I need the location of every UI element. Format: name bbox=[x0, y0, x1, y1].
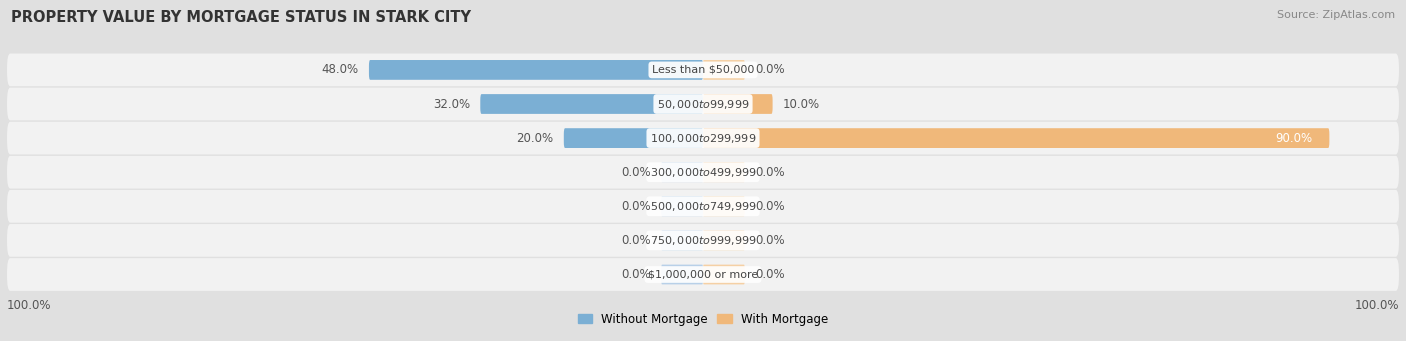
Text: 0.0%: 0.0% bbox=[755, 268, 785, 281]
Text: $1,000,000 or more: $1,000,000 or more bbox=[648, 269, 758, 280]
FancyBboxPatch shape bbox=[703, 60, 745, 80]
FancyBboxPatch shape bbox=[703, 231, 745, 250]
Text: Source: ZipAtlas.com: Source: ZipAtlas.com bbox=[1277, 10, 1395, 20]
Text: 100.0%: 100.0% bbox=[7, 299, 52, 312]
FancyBboxPatch shape bbox=[7, 258, 1399, 291]
Text: $50,000 to $99,999: $50,000 to $99,999 bbox=[657, 98, 749, 110]
Text: 100.0%: 100.0% bbox=[1354, 299, 1399, 312]
Text: 90.0%: 90.0% bbox=[1275, 132, 1312, 145]
FancyBboxPatch shape bbox=[703, 128, 1330, 148]
FancyBboxPatch shape bbox=[703, 196, 745, 216]
FancyBboxPatch shape bbox=[7, 190, 1399, 223]
Text: 32.0%: 32.0% bbox=[433, 98, 470, 110]
FancyBboxPatch shape bbox=[7, 122, 1399, 154]
Text: 0.0%: 0.0% bbox=[621, 166, 651, 179]
FancyBboxPatch shape bbox=[7, 88, 1399, 120]
Legend: Without Mortgage, With Mortgage: Without Mortgage, With Mortgage bbox=[574, 308, 832, 330]
Text: $750,000 to $999,999: $750,000 to $999,999 bbox=[650, 234, 756, 247]
Text: PROPERTY VALUE BY MORTGAGE STATUS IN STARK CITY: PROPERTY VALUE BY MORTGAGE STATUS IN STA… bbox=[11, 10, 471, 25]
FancyBboxPatch shape bbox=[7, 54, 1399, 86]
FancyBboxPatch shape bbox=[703, 94, 773, 114]
Text: $100,000 to $299,999: $100,000 to $299,999 bbox=[650, 132, 756, 145]
Text: 0.0%: 0.0% bbox=[755, 166, 785, 179]
Text: 48.0%: 48.0% bbox=[322, 63, 359, 76]
Text: 0.0%: 0.0% bbox=[621, 200, 651, 213]
FancyBboxPatch shape bbox=[661, 231, 703, 250]
Text: 20.0%: 20.0% bbox=[516, 132, 554, 145]
Text: Less than $50,000: Less than $50,000 bbox=[652, 65, 754, 75]
FancyBboxPatch shape bbox=[661, 162, 703, 182]
Text: 0.0%: 0.0% bbox=[621, 268, 651, 281]
Text: 0.0%: 0.0% bbox=[621, 234, 651, 247]
Text: 0.0%: 0.0% bbox=[755, 200, 785, 213]
FancyBboxPatch shape bbox=[368, 60, 703, 80]
FancyBboxPatch shape bbox=[703, 265, 745, 284]
FancyBboxPatch shape bbox=[7, 224, 1399, 257]
Text: 10.0%: 10.0% bbox=[783, 98, 820, 110]
FancyBboxPatch shape bbox=[661, 265, 703, 284]
FancyBboxPatch shape bbox=[703, 162, 745, 182]
Text: 0.0%: 0.0% bbox=[755, 234, 785, 247]
FancyBboxPatch shape bbox=[661, 196, 703, 216]
Text: $500,000 to $749,999: $500,000 to $749,999 bbox=[650, 200, 756, 213]
FancyBboxPatch shape bbox=[481, 94, 703, 114]
FancyBboxPatch shape bbox=[7, 156, 1399, 189]
Text: 0.0%: 0.0% bbox=[755, 63, 785, 76]
Text: $300,000 to $499,999: $300,000 to $499,999 bbox=[650, 166, 756, 179]
FancyBboxPatch shape bbox=[564, 128, 703, 148]
